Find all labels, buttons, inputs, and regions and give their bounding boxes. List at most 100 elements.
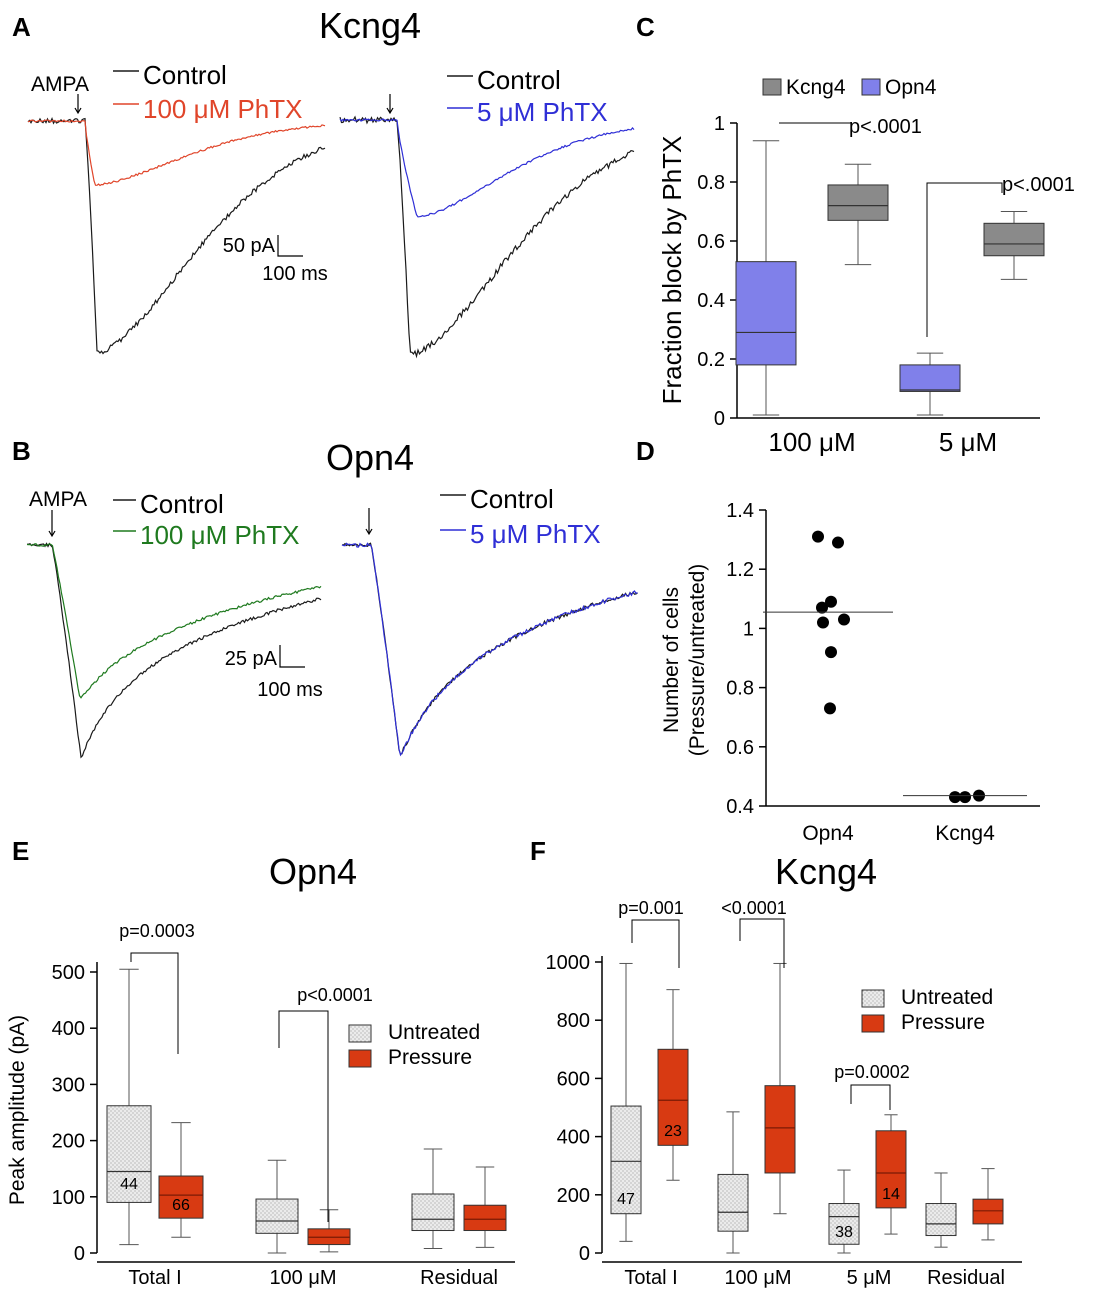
panel-f-y-tick-label: 800 bbox=[557, 1010, 590, 1032]
panel-f-significance-bracket-1-label: p=0.001 bbox=[618, 898, 684, 918]
panel-e-pressure-residual-box bbox=[463, 1204, 507, 1232]
panel-letter-e: E bbox=[12, 836, 29, 866]
panel-e-y-tick-label: 400 bbox=[52, 1018, 85, 1040]
panel-f-pressure-residual-box bbox=[972, 1198, 1004, 1225]
trace-100-phtx-a bbox=[27, 119, 326, 187]
panel-f-x-label-5-um: 5 μM bbox=[847, 1267, 892, 1289]
panel-d-x-label-kcng4: Kcng4 bbox=[935, 822, 995, 845]
panel-e-significance-bracket-1 bbox=[130, 952, 179, 1054]
panel-d-point-opn4 bbox=[812, 530, 824, 543]
panel-e-y-tick-label: 300 bbox=[52, 1074, 85, 1096]
panel-d-y-tick-label: 1.2 bbox=[726, 559, 754, 581]
panel-b-stim-arrow-right bbox=[365, 508, 373, 536]
panel-c-x-label-5-um: 5 μM bbox=[939, 427, 997, 457]
panel-d-y-tick-label: 0.6 bbox=[726, 737, 754, 759]
panel-d-y-label-2: (Pressure/untreated) bbox=[686, 564, 709, 757]
panel-f-legend-untreated: Untreated bbox=[901, 986, 993, 1009]
panel-c-y-tick-label: 0.6 bbox=[697, 231, 725, 253]
panel-e-chart: 0 100 200 300 400 500 Peak amplitude (pA) Opn4 T… bbox=[6, 851, 515, 1289]
panel-e-x-label-residual: Residual bbox=[420, 1267, 498, 1289]
panel-f-y-tick-label: 0 bbox=[579, 1243, 590, 1265]
panel-c-legend-kcng4: Kcng4 bbox=[786, 76, 846, 99]
panel-e-y-label: Peak amplitude (pA) bbox=[6, 1015, 29, 1205]
panel-a-title: Kcng4 bbox=[319, 5, 421, 46]
panel-f-significance-bracket-3 bbox=[850, 1084, 891, 1110]
panel-f-untreated-5-um-box bbox=[828, 1203, 860, 1245]
panel-a-stim-arrow-right bbox=[386, 94, 394, 115]
panel-d-point-opn4 bbox=[832, 536, 844, 549]
panel-f-significance-bracket-1 bbox=[631, 919, 680, 968]
panel-c-kcng4-100-um-box bbox=[827, 184, 889, 221]
panel-e-y-tick-label: 100 bbox=[52, 1187, 85, 1209]
legend-control-a-right: Control bbox=[477, 65, 561, 95]
panel-c-kcng4-5-um-box bbox=[983, 222, 1045, 257]
panel-d-point-opn4 bbox=[838, 613, 850, 626]
panel-e-untreated-100-um-box bbox=[255, 1198, 299, 1234]
panel-f-x-label-residual: Residual bbox=[927, 1267, 1005, 1289]
trace-control-a-right bbox=[339, 115, 635, 359]
legend-100-phtx-a: 100 μM PhTX bbox=[143, 94, 303, 124]
panel-d-y-tick-label: 1.4 bbox=[726, 500, 754, 522]
panel-f-y-tick-label: 200 bbox=[557, 1185, 590, 1207]
panel-c-x-label-100-um: 100 μM bbox=[768, 427, 855, 457]
panel-a-scale-x-label: 100 ms bbox=[262, 263, 328, 285]
panel-f-untreated-total-i-n-label: 47 bbox=[617, 1191, 635, 1208]
panel-c-significance-bracket-1-label: p<.0001 bbox=[849, 116, 922, 138]
panel-f-untreated-residual-box bbox=[925, 1203, 957, 1237]
panel-e-y-tick-label: 0 bbox=[74, 1243, 85, 1265]
panel-f-pressure-5-um-box bbox=[875, 1130, 907, 1209]
legend-control-b-right: Control bbox=[470, 484, 554, 514]
panel-f-significance-bracket-3-label: p=0.0002 bbox=[834, 1062, 910, 1082]
panel-b-scale-y-label: 25 pA bbox=[225, 648, 278, 670]
panel-e-significance-bracket-2 bbox=[278, 1010, 329, 1222]
panel-f-title: Kcng4 bbox=[775, 851, 877, 892]
panel-e-significance-bracket-1-label: p=0.0003 bbox=[119, 921, 195, 941]
panel-b-stim-arrow-left bbox=[48, 510, 56, 538]
panel-e-legend-swatch-untreated bbox=[348, 1024, 372, 1043]
panel-letter-b: B bbox=[12, 436, 31, 466]
panel-e-untreated-total-i-box bbox=[106, 1105, 152, 1203]
panel-f-untreated-total-i-box bbox=[610, 1105, 642, 1215]
panel-d-y-label-1: Number of cells bbox=[660, 587, 683, 733]
panel-a-scale-bar: 50 pA 100 ms bbox=[223, 235, 328, 285]
panel-e-legend-pressure: Pressure bbox=[388, 1046, 472, 1069]
panel-c-legend-swatch-opn4 bbox=[861, 78, 881, 96]
panel-b-scale-x-label: 100 ms bbox=[257, 679, 323, 701]
trace-control-a-left bbox=[27, 116, 326, 355]
legend-5-phtx-b: 5 μM PhTX bbox=[470, 519, 601, 549]
panel-f-pressure-total-i-box bbox=[657, 1048, 689, 1146]
panel-c-significance-bracket-1 bbox=[779, 122, 852, 132]
panel-d-y-tick-label: 1 bbox=[743, 618, 754, 640]
panel-c-opn4-100-um-box bbox=[735, 261, 797, 366]
legend-control-a-left: Control bbox=[143, 60, 227, 90]
panel-e-x-label-total-i: Total I bbox=[128, 1267, 181, 1289]
panel-f-untreated-5-um-n-label: 38 bbox=[835, 1224, 853, 1241]
panel-e-title: Opn4 bbox=[269, 851, 357, 892]
panel-d-y-tick-label: 0.4 bbox=[726, 796, 754, 818]
panel-f-y-tick-label: 1000 bbox=[546, 952, 591, 974]
panel-d-y-tick-label: 0.8 bbox=[726, 678, 754, 700]
panel-a-stim-label: AMPA bbox=[31, 73, 89, 96]
panel-b-scale-bar: 25 pA 100 ms bbox=[225, 645, 323, 701]
panel-c-significance-bracket-2-label: p<.0001 bbox=[1002, 174, 1075, 196]
panel-f-significance-bracket-2-label: <0.0001 bbox=[721, 898, 787, 918]
panel-f-y-tick-label: 400 bbox=[557, 1127, 590, 1149]
trace-control-b-left bbox=[27, 542, 322, 759]
panel-letter-a: A bbox=[12, 12, 31, 42]
panel-letter-d: D bbox=[636, 436, 655, 466]
panel-d-point-opn4 bbox=[825, 595, 837, 608]
panel-letter-f: F bbox=[530, 836, 546, 866]
panel-d-x-label-opn4: Opn4 bbox=[802, 822, 854, 845]
panel-a: Kcng4 AMPA Control 100 μM PhTX Control 5… bbox=[27, 5, 635, 359]
panel-d-point-opn4 bbox=[825, 646, 837, 659]
panel-f-pressure-5-um-n-label: 14 bbox=[882, 1186, 900, 1203]
panel-f-pressure-100-um-box bbox=[764, 1085, 796, 1174]
legend-5-phtx-a: 5 μM PhTX bbox=[477, 97, 608, 127]
panel-f-legend-pressure: Pressure bbox=[901, 1011, 985, 1034]
panel-c-chart: 0 0.2 0.4 0.6 0.8 1 Fraction block by PhTX 100 … bbox=[657, 76, 1075, 457]
panel-f-untreated-100-um-box bbox=[717, 1173, 749, 1232]
panel-c-legend-opn4: Opn4 bbox=[885, 76, 937, 99]
panel-d-chart: 0.4 0.6 0.8 1 1.2 1.4 Number of cells (Pressure… bbox=[660, 500, 1040, 845]
panel-f-legend-swatch-pressure bbox=[861, 1014, 885, 1033]
